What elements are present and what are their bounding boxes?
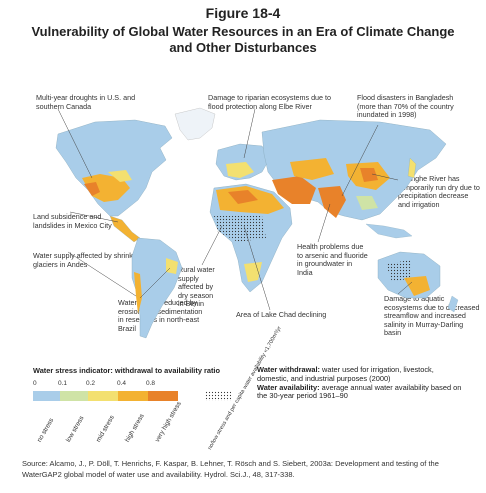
legend-swatch-mid-stress [88, 391, 118, 401]
middle-east-stress [272, 176, 316, 204]
annotation-india: Health problems due to arsenic and fluor… [297, 242, 368, 277]
australia-stress [404, 276, 430, 296]
annotation-bangladesh: Flood disasters in Bangladesh (more than… [357, 93, 454, 120]
andes-stress [134, 272, 142, 314]
annotation-us-droughts: Multi-year droughts in U.S. and southern… [36, 93, 136, 111]
annotation-chad: Area of Lake Chad declining [236, 310, 327, 319]
source-citation: Source: Alcamo, J., P. Döll, T. Henrichs… [22, 459, 439, 479]
availability-text: average annual water availability based … [257, 382, 462, 401]
new-zealand [447, 295, 459, 313]
annotation-huanghe: Huanghe River has temporarily run dry du… [398, 174, 480, 209]
legend-label-high-stress: high stress [124, 412, 146, 444]
europe-stress [226, 162, 254, 178]
sahel-dots [214, 216, 266, 242]
legend-title: Water stress indicator: withdrawal to av… [33, 366, 221, 375]
withdrawal-text: water used for irrigation, livestock, do… [257, 365, 434, 383]
indonesia [365, 223, 413, 239]
legend-tick-1: 0.1 [58, 380, 68, 387]
greenland [174, 107, 216, 141]
legend-definitions: Water withdrawal: water used for irrigat… [257, 365, 467, 401]
legend-swatch-dots [205, 391, 231, 401]
japan [407, 157, 417, 179]
annotation-benin: Rural water supply affected by dry seaso… [178, 265, 215, 309]
annotation-andes: Water supply affected by shrinking glaci… [33, 251, 143, 269]
legend-label-no-stress: no stress [36, 417, 56, 444]
legend-label-low-stress: low stress [65, 414, 86, 444]
brazil-ne-stress [166, 258, 178, 274]
legend-tick-2: 0.2 [86, 380, 96, 387]
annotation-murray: Damage to aquatic ecosystems due to decr… [384, 294, 480, 338]
china-very-high [360, 168, 378, 182]
legend-tick-0: 0 [33, 380, 37, 387]
legend-label-mid-stress: mid stress [95, 414, 116, 444]
legend-swatch-low-stress [60, 391, 88, 401]
annotation-elbe: Damage to riparian ecosystems due to flo… [208, 93, 332, 111]
withdrawal-label: Water withdrawal: [257, 365, 320, 374]
north-africa-very-high [228, 190, 258, 204]
availability-label: Water availability: [257, 382, 320, 392]
central-asia-stress [290, 158, 334, 180]
legend-label-very-high-stress: very high stress [154, 400, 183, 444]
north-america [55, 119, 173, 217]
legend-swatch-very-high-stress [148, 391, 178, 401]
us-very-high [84, 182, 100, 196]
se-asia-mid [356, 196, 378, 210]
figure-number: Figure 18-4 [205, 5, 281, 21]
annotation-mexico: Land subsidence and landslides in Mexico… [33, 212, 112, 230]
southern-africa-stress [244, 262, 262, 282]
central-america [109, 215, 141, 243]
legend-tick-3: 0.4 [117, 380, 127, 387]
world-water-stress-map [55, 107, 459, 339]
legend-tick-4: 0.8 [146, 380, 156, 387]
legend-swatch-no-stress [33, 391, 60, 401]
figure-title: Vulnerability of Global Water Resources … [31, 24, 455, 55]
legend-swatch-high-stress [118, 391, 148, 401]
us-mid [108, 170, 132, 182]
india-stress [318, 186, 346, 218]
australia-dots [386, 260, 412, 282]
